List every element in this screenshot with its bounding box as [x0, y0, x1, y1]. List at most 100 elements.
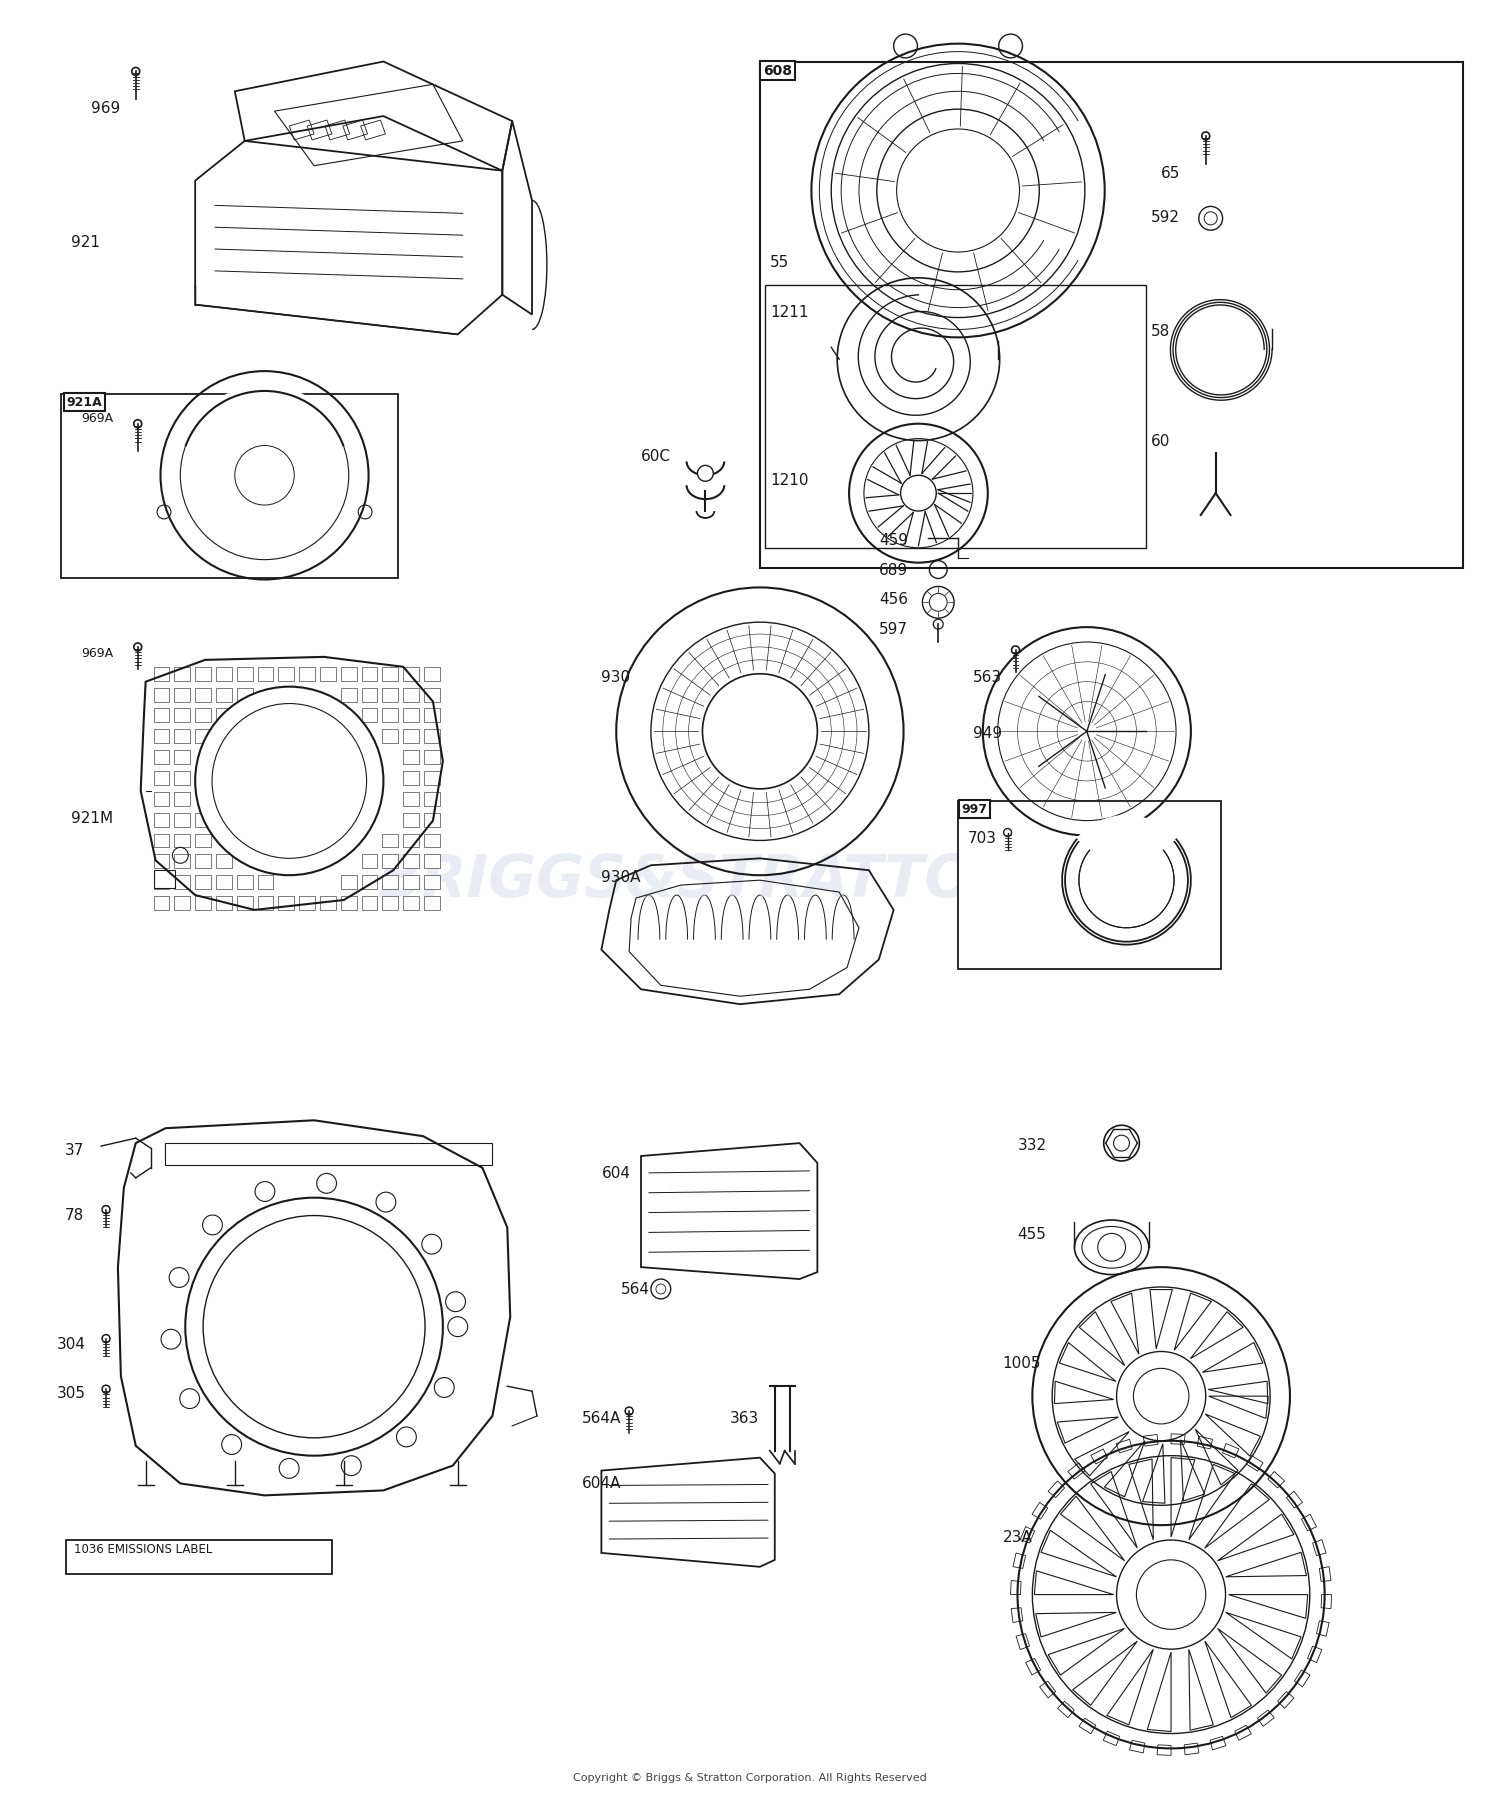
- Bar: [958, 801, 1221, 970]
- Text: 604A: 604A: [582, 1476, 621, 1490]
- Circle shape: [160, 1328, 182, 1350]
- Circle shape: [376, 1192, 396, 1211]
- Text: 969: 969: [92, 101, 120, 117]
- Text: 332: 332: [1017, 1138, 1047, 1154]
- Bar: [66, 1541, 332, 1573]
- Text: 1036 EMISSIONS LABEL: 1036 EMISSIONS LABEL: [75, 1543, 213, 1555]
- Bar: [216, 875, 232, 889]
- Text: 65: 65: [1161, 166, 1180, 180]
- Bar: [382, 666, 399, 680]
- Bar: [424, 770, 439, 785]
- Circle shape: [186, 1197, 442, 1456]
- Bar: [195, 812, 211, 826]
- Bar: [195, 855, 211, 868]
- Bar: [174, 770, 190, 785]
- Circle shape: [255, 1181, 274, 1201]
- Text: 563: 563: [974, 670, 1002, 684]
- Bar: [237, 896, 252, 911]
- Bar: [404, 833, 418, 848]
- Bar: [424, 855, 439, 868]
- Bar: [298, 666, 315, 680]
- Circle shape: [396, 1427, 417, 1447]
- Bar: [404, 709, 418, 722]
- Bar: [153, 896, 170, 911]
- Text: 78: 78: [64, 1208, 84, 1222]
- Text: 564A: 564A: [582, 1411, 621, 1426]
- Bar: [195, 875, 211, 889]
- Bar: [404, 688, 418, 702]
- Bar: [237, 666, 252, 680]
- Circle shape: [202, 1215, 222, 1235]
- Bar: [174, 792, 190, 806]
- Text: 949: 949: [974, 727, 1002, 742]
- Text: Copyright © Briggs & Stratton Corporation. All Rights Reserved: Copyright © Briggs & Stratton Corporatio…: [573, 1773, 927, 1784]
- Bar: [760, 61, 1464, 567]
- Circle shape: [180, 1388, 200, 1409]
- Bar: [153, 855, 170, 868]
- Bar: [765, 284, 1146, 547]
- Text: 592: 592: [1150, 211, 1180, 225]
- Bar: [404, 751, 418, 763]
- Bar: [424, 709, 439, 722]
- Text: 456: 456: [879, 592, 908, 607]
- Bar: [424, 688, 439, 702]
- Bar: [237, 688, 252, 702]
- Text: 703: 703: [968, 830, 998, 846]
- Bar: [362, 855, 378, 868]
- Bar: [216, 688, 232, 702]
- Text: 969A: 969A: [81, 412, 114, 425]
- Bar: [424, 875, 439, 889]
- Bar: [153, 666, 170, 680]
- Bar: [362, 709, 378, 722]
- Bar: [153, 751, 170, 763]
- Text: 305: 305: [57, 1386, 86, 1400]
- Bar: [174, 666, 190, 680]
- Bar: [424, 729, 439, 743]
- Circle shape: [1116, 1352, 1206, 1440]
- Text: 55: 55: [770, 256, 789, 270]
- Bar: [195, 729, 211, 743]
- Circle shape: [316, 1174, 336, 1193]
- Text: 23A: 23A: [1002, 1530, 1032, 1544]
- Text: 60: 60: [1150, 434, 1170, 448]
- Bar: [279, 666, 294, 680]
- Bar: [165, 1143, 492, 1165]
- Circle shape: [211, 704, 366, 859]
- Bar: [237, 875, 252, 889]
- Bar: [174, 729, 190, 743]
- Bar: [195, 666, 211, 680]
- Bar: [424, 833, 439, 848]
- Bar: [340, 666, 357, 680]
- Text: 363: 363: [730, 1411, 759, 1426]
- Circle shape: [698, 466, 714, 481]
- Bar: [424, 812, 439, 826]
- Bar: [340, 896, 357, 911]
- Bar: [404, 812, 418, 826]
- Text: 1005: 1005: [1002, 1357, 1041, 1372]
- Bar: [258, 875, 273, 889]
- Bar: [153, 709, 170, 722]
- Bar: [195, 896, 211, 911]
- Text: 37: 37: [64, 1143, 84, 1157]
- Bar: [340, 875, 357, 889]
- Bar: [298, 896, 315, 911]
- Bar: [258, 896, 273, 911]
- Bar: [404, 875, 418, 889]
- Text: 304: 304: [57, 1337, 86, 1352]
- Bar: [195, 709, 211, 722]
- Circle shape: [195, 686, 384, 875]
- Bar: [382, 855, 399, 868]
- Bar: [216, 666, 232, 680]
- Bar: [153, 869, 176, 887]
- Bar: [153, 812, 170, 826]
- Bar: [153, 875, 170, 889]
- Text: 60C: 60C: [640, 448, 670, 464]
- Bar: [174, 833, 190, 848]
- Text: 1210: 1210: [770, 473, 808, 488]
- Bar: [174, 709, 190, 722]
- Bar: [382, 688, 399, 702]
- Bar: [382, 709, 399, 722]
- Bar: [174, 751, 190, 763]
- Bar: [320, 896, 336, 911]
- Bar: [174, 875, 190, 889]
